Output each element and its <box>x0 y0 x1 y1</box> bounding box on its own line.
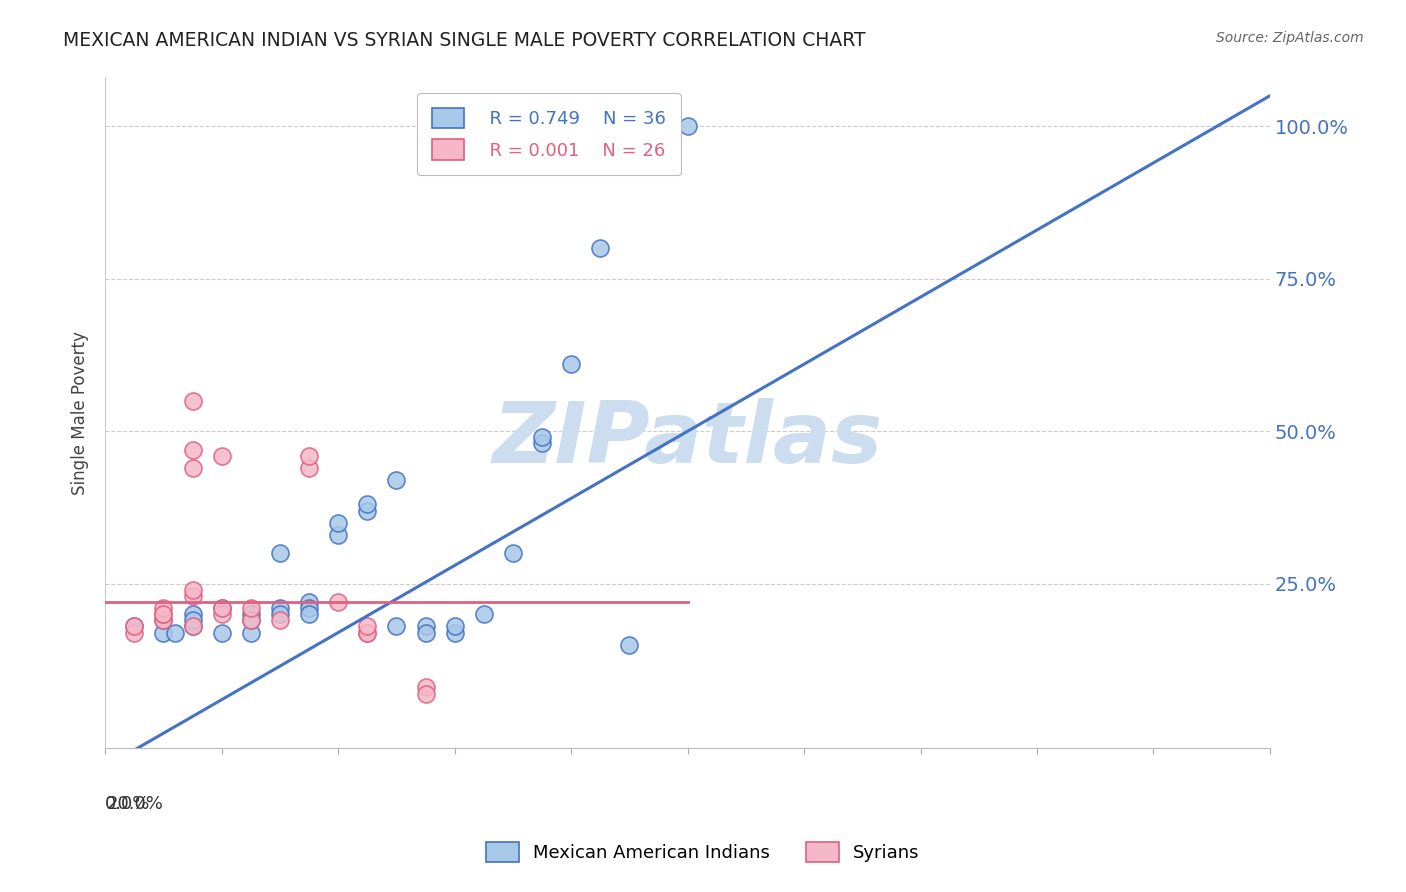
Point <box>239 625 262 640</box>
Point <box>530 430 553 444</box>
Point <box>328 528 350 542</box>
Point <box>472 607 495 622</box>
Point <box>211 625 233 640</box>
Point <box>269 601 291 615</box>
Point <box>181 582 204 597</box>
Point <box>676 120 699 134</box>
Text: MEXICAN AMERICAN INDIAN VS SYRIAN SINGLE MALE POVERTY CORRELATION CHART: MEXICAN AMERICAN INDIAN VS SYRIAN SINGLE… <box>63 31 866 50</box>
Point <box>181 442 204 457</box>
Text: 0.0%: 0.0% <box>105 796 150 814</box>
Point <box>239 613 262 627</box>
Point <box>152 613 174 627</box>
Point <box>152 607 174 622</box>
Point <box>124 619 146 633</box>
Text: 20.0%: 20.0% <box>107 796 163 814</box>
Point <box>356 498 378 512</box>
Point <box>328 595 350 609</box>
Point <box>181 589 204 603</box>
Point <box>239 613 262 627</box>
Point <box>124 619 146 633</box>
Point <box>165 625 187 640</box>
Point <box>589 241 612 255</box>
Point <box>124 625 146 640</box>
Point <box>356 625 378 640</box>
Point <box>239 607 262 622</box>
Legend:   R = 0.749    N = 36,   R = 0.001    N = 26: R = 0.749 N = 36, R = 0.001 N = 26 <box>418 93 681 175</box>
Point <box>181 613 204 627</box>
Point <box>415 619 437 633</box>
Point <box>181 619 204 633</box>
Point <box>152 607 174 622</box>
Y-axis label: Single Male Poverty: Single Male Poverty <box>72 331 89 495</box>
Point <box>298 595 321 609</box>
Point <box>298 461 321 475</box>
Legend: Mexican American Indians, Syrians: Mexican American Indians, Syrians <box>479 834 927 870</box>
Point <box>298 601 321 615</box>
Point <box>298 449 321 463</box>
Point <box>443 625 465 640</box>
Point <box>211 449 233 463</box>
Point <box>211 607 233 622</box>
Point <box>385 473 408 487</box>
Point <box>415 687 437 701</box>
Point <box>181 461 204 475</box>
Point <box>415 625 437 640</box>
Point <box>181 607 204 622</box>
Point <box>560 357 582 371</box>
Text: ZIPatlas: ZIPatlas <box>492 399 883 482</box>
Point <box>181 393 204 408</box>
Point <box>152 625 174 640</box>
Point <box>152 613 174 627</box>
Point <box>181 619 204 633</box>
Point <box>239 601 262 615</box>
Point <box>443 619 465 633</box>
Point <box>211 601 233 615</box>
Point <box>298 607 321 622</box>
Point <box>530 436 553 450</box>
Text: Source: ZipAtlas.com: Source: ZipAtlas.com <box>1216 31 1364 45</box>
Point <box>328 516 350 530</box>
Point <box>152 601 174 615</box>
Point <box>269 607 291 622</box>
Point <box>356 503 378 517</box>
Point <box>385 619 408 633</box>
Point <box>269 546 291 560</box>
Point <box>211 601 233 615</box>
Point <box>619 638 641 652</box>
Point <box>356 619 378 633</box>
Point <box>269 613 291 627</box>
Point <box>502 546 524 560</box>
Point <box>356 625 378 640</box>
Point <box>415 681 437 695</box>
